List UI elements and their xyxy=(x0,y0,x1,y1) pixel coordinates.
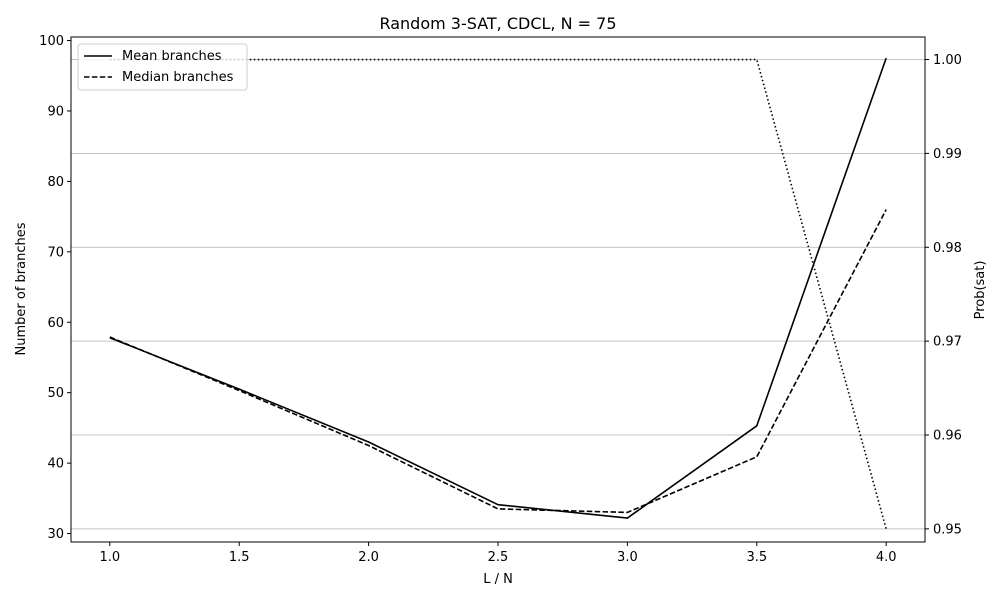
y-tick-label: 90 xyxy=(47,104,64,119)
y-tick-label: 40 xyxy=(47,457,64,472)
chart-title: Random 3-SAT, CDCL, N = 75 xyxy=(379,14,616,33)
legend-box xyxy=(77,43,248,91)
y-tick-label: 70 xyxy=(47,245,64,260)
legend: Mean branches Median branches xyxy=(77,43,248,91)
legend-label-median: Median branches xyxy=(122,70,234,85)
x-axis-ticks: 1.0 1.5 2.0 2.5 3.0 3.5 4.0 xyxy=(99,542,897,565)
y2-axis-ticks: 0.95 0.96 0.97 0.98 0.99 1.00 xyxy=(925,53,962,537)
y-tick-label: 100 xyxy=(39,34,64,49)
y2-tick-label: 0.98 xyxy=(933,241,962,256)
x-tick-label: 3.0 xyxy=(617,550,638,565)
y2-tick-label: 0.99 xyxy=(933,147,962,162)
y2-tick-label: 0.97 xyxy=(933,335,962,350)
y2-tick-label: 0.96 xyxy=(933,428,962,443)
y-axis-ticks: 30 40 50 60 70 80 90 100 xyxy=(39,34,71,542)
y-axis-label: Number of branches xyxy=(14,222,29,355)
y-tick-label: 80 xyxy=(47,175,64,190)
y2-tick-label: 0.95 xyxy=(933,522,962,537)
x-tick-label: 2.5 xyxy=(488,550,509,565)
x-tick-label: 2.0 xyxy=(358,550,379,565)
x-tick-label: 3.5 xyxy=(746,550,767,565)
x-tick-label: 1.5 xyxy=(229,550,250,565)
x-axis-label: L / N xyxy=(483,572,513,587)
y2-axis-label: Prob(sat) xyxy=(973,261,988,320)
x-tick-label: 4.0 xyxy=(876,550,897,565)
y2-tick-label: 1.00 xyxy=(933,53,962,68)
x-tick-label: 1.0 xyxy=(99,550,120,565)
y-tick-label: 30 xyxy=(47,527,64,542)
y-tick-label: 60 xyxy=(47,316,64,331)
series-line-mean-branches xyxy=(109,57,887,519)
legend-label-mean: Mean branches xyxy=(122,49,222,64)
y-tick-label: 50 xyxy=(47,386,64,401)
